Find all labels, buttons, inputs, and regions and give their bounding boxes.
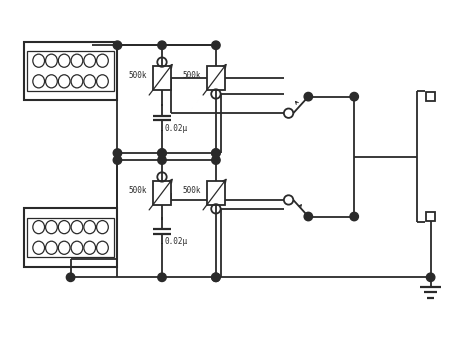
Circle shape [212,149,220,157]
Circle shape [305,213,311,220]
Bar [207,66,225,90]
Bar [24,208,118,267]
Bar [153,181,171,205]
Circle shape [212,273,220,281]
Circle shape [113,41,122,49]
Text: 0.02μ: 0.02μ [164,238,187,246]
Circle shape [212,41,220,49]
Circle shape [158,273,166,281]
Circle shape [158,149,166,157]
Bar [207,181,225,205]
Text: 500k: 500k [129,186,147,195]
Circle shape [158,156,166,164]
Circle shape [350,212,358,221]
Circle shape [304,212,312,221]
Bar [27,51,114,91]
Circle shape [113,156,122,164]
Bar [153,66,171,90]
Text: 500k: 500k [183,71,201,80]
Bar [426,92,435,101]
Text: 500k: 500k [183,186,201,195]
Circle shape [304,92,312,101]
Circle shape [212,156,220,164]
Circle shape [66,273,75,281]
Bar [27,217,114,257]
Text: 0.02μ: 0.02μ [164,124,187,133]
Text: 500k: 500k [129,71,147,80]
Circle shape [212,149,220,157]
Circle shape [113,149,122,157]
Circle shape [158,41,166,49]
Circle shape [427,273,435,281]
Bar [24,42,118,100]
Bar [426,212,435,221]
Circle shape [212,273,220,281]
Circle shape [158,149,166,157]
Circle shape [305,93,311,100]
Circle shape [350,92,358,101]
